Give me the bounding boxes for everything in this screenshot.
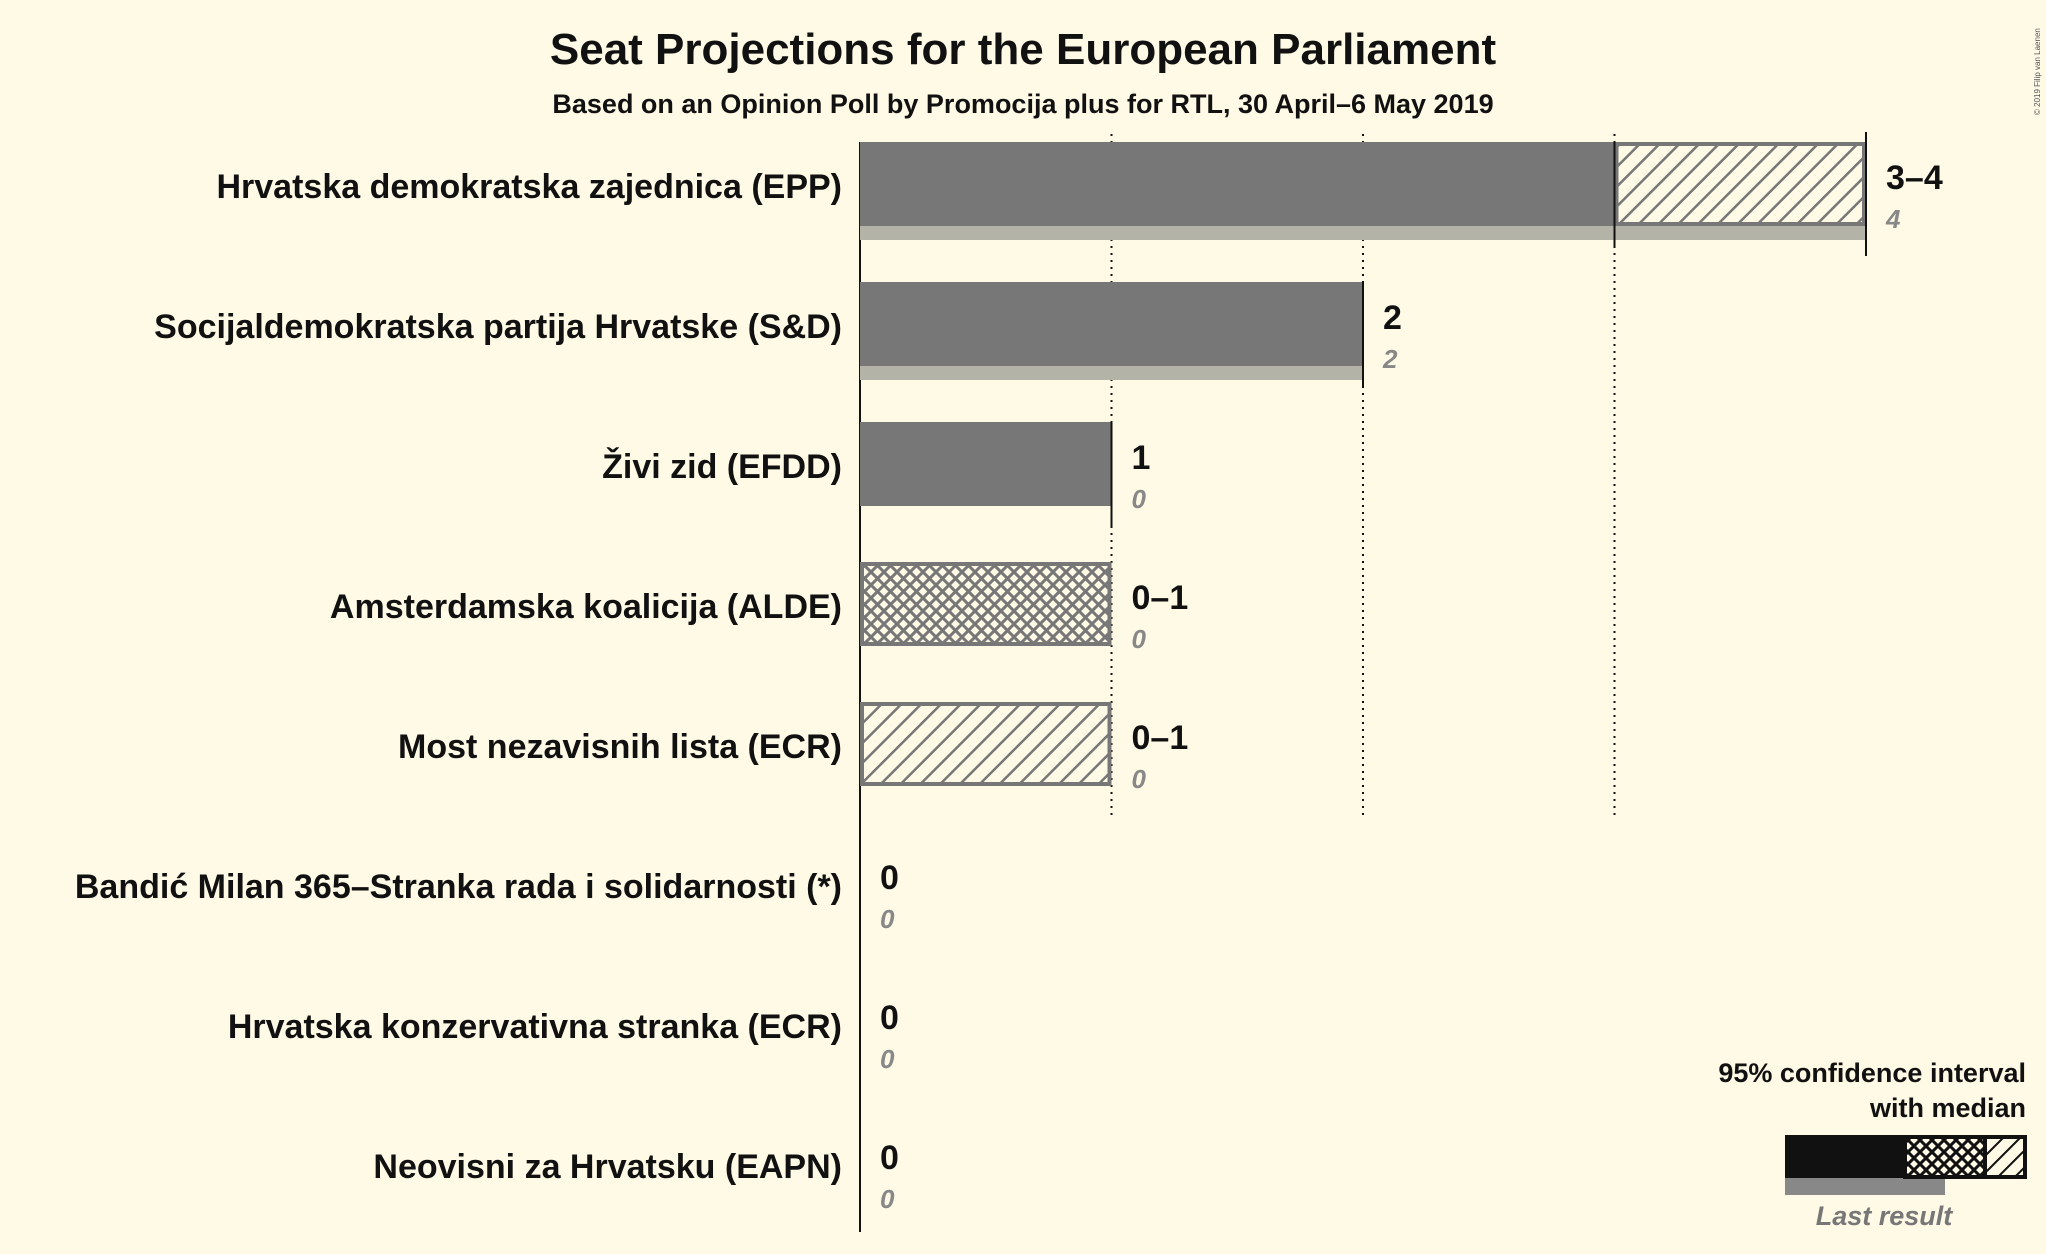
bar-1-last-label: 4 (1885, 204, 1901, 234)
bar-6-range-label: 0 (880, 859, 899, 897)
bar-4-party-label: Amsterdamska koalicija (ALDE) (330, 588, 842, 626)
legend-last-result-label: Last result (1816, 1201, 1954, 1231)
bar-4-last-label: 0 (1132, 624, 1147, 654)
bar-1-ci-upper (1614, 142, 1866, 226)
bar-6-last-label: 0 (880, 904, 895, 934)
bar-1-party-label: Hrvatska demokratska zajednica (EPP) (216, 168, 842, 206)
bar-4-ci-upper (860, 562, 1112, 646)
chart-title: Seat Projections for the European Parlia… (550, 25, 1497, 74)
legend-median-label: with median (1869, 1093, 2026, 1123)
bar-3-last-label: 0 (1132, 484, 1147, 514)
bar-6-party-label: Bandić Milan 365–Stranka rada i solidarn… (75, 868, 842, 906)
legend-last-result-swatch (1785, 1175, 1945, 1195)
bar-7-party-label: Hrvatska konzervativna stranka (ECR) (228, 1008, 842, 1046)
bar-3-party-label: Živi zid (EFDD) (602, 448, 842, 486)
bar-3-range-label: 1 (1132, 439, 1151, 477)
bar-5-ci-upper (860, 702, 1112, 786)
legend: 95% confidence interval with median Last… (1718, 1058, 2027, 1231)
bar-7-range-label: 0 (880, 999, 899, 1037)
bar-8-party-label: Neovisni za Hrvatsku (EAPN) (373, 1148, 842, 1186)
bar-7-last-label: 0 (880, 1044, 895, 1074)
chart-subtitle: Based on an Opinion Poll by Promocija pl… (552, 89, 1493, 119)
bar-2-party-label: Socijaldemokratska partija Hrvatske (S&D… (154, 308, 842, 346)
bar-8-last-label: 0 (880, 1184, 895, 1214)
labels-group: Hrvatska demokratska zajednica (EPP) 3–4 4… (75, 159, 1943, 1214)
bar-8-range-label: 0 (880, 1139, 899, 1177)
bar-5-range-label: 0–1 (1132, 719, 1189, 757)
bar-2-last-label: 2 (1382, 344, 1398, 374)
copyright-notice: © 2019 Filip van Laenen (2033, 28, 2042, 115)
bar-2-median (860, 282, 1363, 366)
bar-1-median (860, 142, 1615, 226)
bar-4-range-label: 0–1 (1132, 579, 1189, 617)
legend-ci-label: 95% confidence interval (1718, 1058, 2026, 1088)
bar-1-range-label: 3–4 (1886, 159, 1943, 197)
bar-5-last-label: 0 (1132, 764, 1147, 794)
legend-median-swatch (1785, 1135, 1905, 1178)
legend-ci-hatch-swatch (1983, 1135, 2027, 1179)
bar-3-median (860, 422, 1112, 506)
bar-2-last-result (860, 362, 1363, 380)
bars-group (860, 132, 1867, 786)
bar-2-range-label: 2 (1383, 299, 1402, 337)
legend-ci-crosshatch-swatch (1903, 1135, 1987, 1179)
bar-5-party-label: Most nezavisnih lista (ECR) (398, 728, 842, 766)
